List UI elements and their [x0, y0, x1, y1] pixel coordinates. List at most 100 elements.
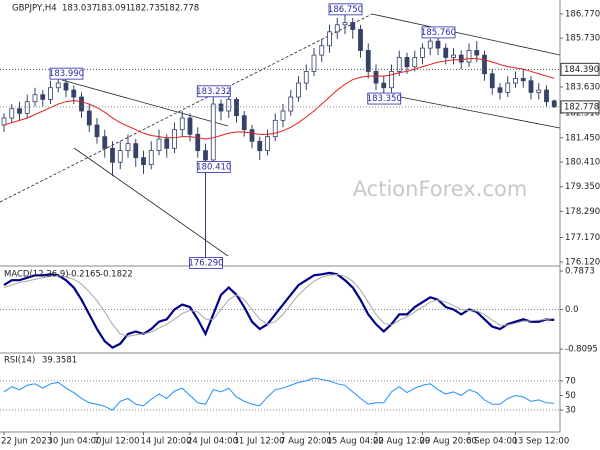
candle-body — [288, 96, 294, 112]
annotation-box — [189, 257, 223, 269]
candle-body — [303, 71, 309, 84]
candle-body — [79, 96, 84, 112]
y-tick-label: 50 — [565, 391, 576, 401]
candle-body — [249, 129, 255, 142]
candle-body — [210, 103, 216, 161]
candle-body — [474, 50, 480, 56]
candle-body — [102, 136, 108, 149]
candle-body — [40, 94, 46, 100]
panel-title: MACD(12,26,9) — [4, 270, 69, 280]
annotation-box — [328, 3, 363, 16]
candle-body — [482, 54, 487, 75]
header-value: 183.037 — [62, 4, 97, 14]
annotation-box — [196, 161, 231, 173]
x-tick-label: 6 Sep 04:00 — [466, 437, 517, 447]
candle-body — [226, 98, 232, 112]
panel-title: RSI(14) — [4, 356, 35, 366]
candle-body — [505, 82, 511, 93]
annotation-label: 176.290 — [188, 259, 223, 269]
candle-body — [551, 100, 557, 108]
candle-body — [257, 140, 263, 152]
x-tick-label: 29 Aug 20:00 — [420, 437, 477, 447]
candle-body — [203, 150, 208, 161]
y-tick-label: 186.770 — [565, 9, 600, 19]
annotation-label: 180.410 — [196, 163, 231, 173]
candle-body — [32, 94, 38, 103]
trend-line — [73, 147, 229, 257]
candle-body — [164, 138, 170, 149]
candle-body — [86, 110, 92, 126]
candle-body — [451, 54, 456, 58]
candle-body — [48, 87, 53, 100]
header-value: 182.735 — [130, 4, 165, 14]
annotation-label: 186.750 — [328, 5, 363, 15]
candle-body — [536, 89, 542, 93]
annotation-box — [196, 85, 231, 98]
annotation-label: 183.990 — [49, 69, 84, 79]
candle-body — [350, 22, 356, 30]
candle-body — [396, 57, 402, 72]
x-tick-label: 7 Jul 12:00 — [94, 437, 140, 447]
macd-line — [3, 271, 555, 349]
candle-body — [17, 108, 22, 114]
candle-body — [241, 115, 247, 131]
y-tick-label: 179.350 — [565, 182, 600, 192]
candle-body — [280, 110, 286, 121]
trend-line — [394, 95, 561, 129]
annotation-label: 183.350 — [367, 94, 402, 104]
signal-line — [3, 273, 555, 337]
candle-body — [358, 29, 363, 51]
candle-body — [420, 47, 425, 58]
candle-body — [466, 50, 472, 63]
trend-line — [61, 79, 229, 127]
candle-body — [327, 31, 332, 47]
y-tick-label: 182.510 — [565, 109, 600, 119]
candle-body — [133, 143, 139, 159]
candle-body — [110, 147, 115, 163]
y-tick-label: 181.450 — [565, 133, 600, 143]
candle-body — [296, 82, 301, 98]
candle-body — [497, 87, 503, 93]
annotation-box — [421, 26, 456, 39]
level-label: 184.390 — [564, 65, 599, 75]
annotation-label: 183.232 — [196, 87, 231, 97]
candle-body — [55, 82, 61, 89]
level-tag — [560, 62, 600, 76]
header-value: 182.778 — [164, 4, 199, 14]
x-tick-label: 31 Jul 12:00 — [234, 437, 285, 447]
candle-body — [148, 150, 154, 165]
candle-body — [520, 78, 526, 82]
x-tick-label: 22 Jun 2023 — [1, 437, 52, 447]
candle-body — [334, 24, 340, 33]
y-tick-label: 30 — [565, 406, 576, 416]
trend-line — [371, 13, 561, 56]
candle-body — [172, 129, 177, 149]
candle-body — [528, 80, 534, 93]
candle-body — [125, 143, 131, 152]
candle-body — [71, 89, 77, 98]
panel-value: 39.3581 — [42, 356, 77, 366]
y-tick-label: 178.290 — [565, 207, 600, 217]
candle-body — [435, 40, 441, 49]
candle-body — [389, 71, 394, 89]
candle-body — [458, 54, 464, 63]
candle-body — [265, 136, 270, 152]
candle-body — [544, 89, 549, 103]
y-tick-label: 177.170 — [565, 233, 600, 243]
candle-body — [412, 57, 418, 68]
moving-average — [3, 58, 555, 140]
candle-body — [489, 73, 495, 89]
candle-body — [63, 82, 69, 91]
candle-body — [513, 78, 518, 84]
candle-body — [381, 82, 387, 89]
candle-body — [319, 45, 325, 56]
candle-body — [187, 117, 193, 135]
candle-body — [156, 138, 162, 152]
candle-body — [342, 22, 348, 26]
candle-body — [365, 50, 371, 72]
y-tick-label: 183.630 — [565, 83, 600, 93]
y-tick-label: 180.410 — [565, 158, 600, 168]
candle-body — [443, 47, 449, 58]
x-tick-label: 7 Aug 20:00 — [280, 437, 332, 447]
